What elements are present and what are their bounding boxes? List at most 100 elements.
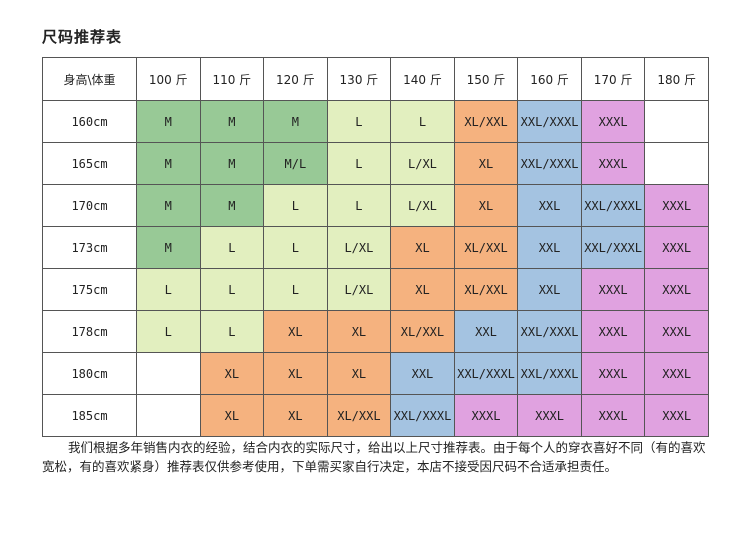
size-cell: XXXL [517,394,582,437]
size-cell: XXL [390,352,455,395]
size-cell: XL [199,394,265,437]
size-cell: XL/XXL [390,310,455,353]
size-cell: L [199,226,265,269]
size-cell: XL/XXL [453,268,519,311]
height-row-header: 170cm [42,184,137,227]
weight-column-header: 120 斤 [263,57,328,101]
table-row: 175cm L L L L/XL XL XL/XXL XXL XXXL XXXL [42,268,709,311]
page-title: 尺码推荐表 [42,28,123,46]
size-cell: L [263,184,328,227]
size-cell [644,100,709,143]
size-cell: XXXL [580,142,646,185]
size-cell: XXL/XXXL [390,394,455,437]
size-cell: M [136,184,201,227]
size-cell: L [199,268,265,311]
size-cell: XXXL [580,394,646,437]
height-row-header: 180cm [42,352,137,395]
weight-column-header: 110 斤 [199,57,265,101]
size-cell: L [136,268,201,311]
size-cell: XXXL [580,310,646,353]
size-cell: XL/XXL [453,226,519,269]
weight-column-header: 130 斤 [326,57,392,101]
size-cell: XL [390,268,455,311]
size-cell: XXXL [644,352,709,395]
size-cell: M [136,142,201,185]
size-cell: M [263,100,328,143]
size-cell: XL [199,352,265,395]
size-cell: XL [453,142,519,185]
size-cell [644,142,709,185]
height-row-header: 185cm [42,394,137,437]
size-cell: XXL [517,184,582,227]
size-cell: M [199,100,265,143]
size-cell: XL [326,352,392,395]
size-cell: XXL [517,226,582,269]
header-row: 身高\体重 100 斤 110 斤 120 斤 130 斤 140 斤 150 斤 160 斤… [42,57,709,101]
height-row-header: 178cm [42,310,137,353]
size-cell: XXL/XXXL [517,352,582,395]
size-cell: L/XL [390,184,455,227]
table-row: 170cm M M L L L/XL XL XXL XXL/XXXL XXXL [42,184,709,227]
table-row: 165cm M M M/L L L/XL XL XXL/XXXL XXXL [42,142,709,185]
size-cell: XXL/XXXL [517,142,582,185]
size-cell: XXXL [580,268,646,311]
size-cell [136,394,201,437]
size-cell: XXXL [644,394,709,437]
size-cell: XL [326,310,392,353]
size-cell: XXL [517,268,582,311]
size-cell: M [199,142,265,185]
weight-column-header: 170 斤 [580,57,646,101]
size-cell: L/XL [326,226,392,269]
size-cell: XL [453,184,519,227]
weight-column-header: 140 斤 [390,57,455,101]
size-cell: XXXL [580,100,646,143]
size-cell: XL [263,394,328,437]
table-row: 185cm XL XL XL/XXL XXL/XXXL XXXL XXXL XXXL XXXL [42,394,709,437]
size-cell [136,352,201,395]
size-cell: L [199,310,265,353]
size-cell: XL [263,310,328,353]
weight-column-header: 100 斤 [136,57,201,101]
size-cell: XXXL [644,184,709,227]
size-cell: XXXL [644,310,709,353]
size-cell: XXL [453,310,519,353]
size-cell: L [390,100,455,143]
size-cell: XXL/XXXL [517,310,582,353]
table-row: 173cm M L L L/XL XL XL/XXL XXL XXL/XXXL XXXL [42,226,709,269]
size-cell: M [136,100,201,143]
size-cell: XL [263,352,328,395]
height-row-header: 160cm [42,100,137,143]
size-cell: L [326,184,392,227]
height-row-header: 173cm [42,226,137,269]
size-cell: XXXL [580,352,646,395]
table-row: 160cm M M M L L XL/XXL XXL/XXXL XXXL [42,100,709,143]
size-cell: XXL/XXXL [580,226,646,269]
size-note-text: 我们根据多年销售内衣的经验，结合内衣的实际尺寸，给出以上尺寸推荐表。由于每个人的… [42,440,706,474]
size-cell: L [326,142,392,185]
weight-column-header: 180 斤 [644,57,709,101]
size-cell: L [136,310,201,353]
size-cell: L/XL [326,268,392,311]
size-cell: XL [390,226,455,269]
weight-column-header: 150 斤 [453,57,519,101]
size-cell: XL/XXL [326,394,392,437]
height-row-header: 175cm [42,268,137,311]
size-cell: L [263,268,328,311]
table-row: 178cm L L XL XL XL/XXL XXL XXL/XXXL XXXL XXXL [42,310,709,353]
table-row: 180cm XL XL XL XXL XXL/XXXL XXL/XXXL XXXL XXXL [42,352,709,395]
size-chart-table: 身高\体重 100 斤 110 斤 120 斤 130 斤 140 斤 150 斤 160 斤… [42,57,709,437]
size-cell: XXL/XXXL [453,352,519,395]
size-cell: XL/XXL [453,100,519,143]
size-cell: XXXL [453,394,519,437]
size-cell: M [136,226,201,269]
size-cell: M/L [263,142,328,185]
weight-column-header: 160 斤 [517,57,582,101]
size-note: 我们根据多年销售内衣的经验，结合内衣的实际尺寸，给出以上尺寸推荐表。由于每个人的… [42,438,714,476]
size-cell: XXL/XXXL [580,184,646,227]
size-cell: L [263,226,328,269]
corner-header: 身高\体重 [42,57,137,101]
size-cell: L/XL [390,142,455,185]
size-cell: XXXL [644,268,709,311]
size-cell: XXL/XXXL [517,100,582,143]
size-cell: XXXL [644,226,709,269]
